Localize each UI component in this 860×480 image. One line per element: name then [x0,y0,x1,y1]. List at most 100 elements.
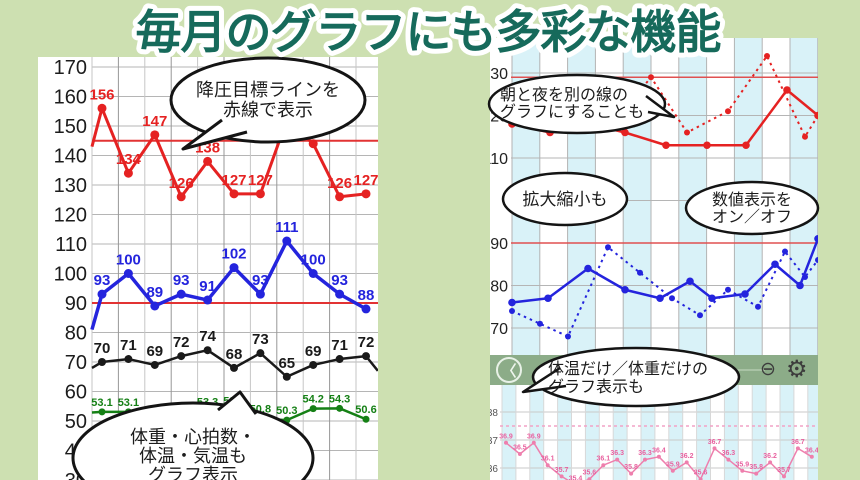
svg-text:60: 60 [65,382,87,404]
svg-text:80: 80 [490,279,508,296]
upper-series-diastolic-solid [508,234,818,307]
svg-text:71: 71 [120,337,137,354]
svg-text:160: 160 [54,87,87,109]
svg-text:50: 50 [65,411,87,433]
svg-text:80: 80 [65,323,87,345]
svg-text:127: 127 [221,172,246,189]
svg-text:70: 70 [65,352,87,374]
bubble-line: 体温だけ／体重だけの [548,361,709,378]
svg-text:120: 120 [54,205,87,227]
svg-text:127: 127 [248,172,273,189]
svg-text:36.9: 36.9 [527,433,541,440]
svg-text:36.1: 36.1 [596,456,610,463]
zoom-out-icon[interactable]: ⊖ [760,359,776,380]
speech-bubble-zoom [501,171,629,227]
svg-text:35.7: 35.7 [555,467,569,474]
svg-text:147: 147 [142,113,167,130]
svg-text:35.6: 35.6 [694,470,708,477]
svg-text:35.8: 35.8 [749,464,763,471]
svg-text:91: 91 [199,278,216,295]
upper-series-diastolic-dotted [509,244,818,340]
bubble-line: 朝と夜を別の線の [500,87,629,104]
svg-text:127: 127 [353,172,378,189]
svg-text:36.2: 36.2 [680,453,694,460]
svg-text:35.7: 35.7 [777,467,791,474]
svg-text:36.7: 36.7 [791,439,805,446]
svg-text:130: 130 [54,175,87,197]
bubble-zoom-text: 拡大縮小も [505,191,625,209]
svg-text:35.9: 35.9 [666,461,680,468]
svg-text:68: 68 [226,346,243,363]
svg-text:156: 156 [89,86,114,103]
svg-text:35.4: 35.4 [569,475,583,480]
svg-text:126: 126 [327,175,352,192]
svg-text:126: 126 [169,175,194,192]
svg-text:69: 69 [146,343,163,360]
settings-gear-icon[interactable]: ⚙ [786,356,808,383]
svg-text:54.3: 54.3 [329,393,350,405]
svg-text:50.3: 50.3 [276,405,297,417]
svg-text:35.9: 35.9 [735,461,749,468]
bubble-line: グラフ表示 [148,465,238,480]
page-title-svg: 毎月のグラフにも多彩な機能 [131,1,728,63]
back-button[interactable]: 〈 [496,357,522,383]
svg-text:140: 140 [54,146,87,168]
bubble-single-metric-text: 体温だけ／体重だけの グラフ表示も [548,361,758,397]
svg-text:102: 102 [221,246,246,263]
svg-text:35.6: 35.6 [583,470,597,477]
svg-text:93: 93 [173,272,190,289]
svg-text:37: 37 [487,436,499,447]
svg-text:36.3: 36.3 [722,450,736,457]
svg-text:100: 100 [301,252,326,269]
bubble-line: グラフにすることも [500,104,645,121]
svg-text:74: 74 [199,328,216,345]
bubble-line: 降圧目標ラインを [196,80,340,100]
svg-text:150: 150 [54,116,87,138]
svg-text:50.6: 50.6 [355,404,376,416]
back-chevron-icon: 〈 [501,362,517,380]
svg-text:72: 72 [358,334,375,351]
svg-text:53.1: 53.1 [91,397,112,409]
svg-text:93: 93 [331,272,348,289]
bubble-line: 拡大縮小も [522,190,608,209]
svg-text:90: 90 [490,236,508,253]
svg-text:38: 38 [487,408,499,419]
bubble-line: 体温・気温も [139,446,247,466]
bubble-line: グラフ表示も [548,379,645,396]
svg-text:53.1: 53.1 [118,397,139,409]
speech-bubble-target-line [169,56,367,151]
svg-text:36.2: 36.2 [763,453,777,460]
svg-text:93: 93 [252,272,269,289]
svg-text:110: 110 [55,234,87,256]
svg-text:36.1: 36.1 [541,456,555,463]
temperature-series: 36.936.536.936.135.735.435.636.136.335.8… [499,433,819,480]
svg-text:89: 89 [146,284,163,301]
left-series-pulse: 70 71 69 72 74 68 73 65 69 71 72 [91,328,378,381]
svg-text:36.3: 36.3 [638,450,652,457]
svg-text:36: 36 [487,464,499,475]
svg-text:36.4: 36.4 [652,447,666,454]
svg-text:65: 65 [278,355,295,372]
svg-text:36.7: 36.7 [708,439,722,446]
speech-bubble-single-metric [521,346,741,408]
svg-text:72: 72 [173,334,190,351]
svg-text:90: 90 [65,293,87,315]
bubble-line: オン／オフ [711,209,792,226]
bubble-morning-night-text: 朝と夜を別の線の グラフにすることも [500,87,670,121]
svg-text:73: 73 [252,331,269,348]
svg-text:111: 111 [275,219,298,236]
svg-text:100: 100 [54,264,87,286]
svg-text:36.4: 36.4 [805,447,819,454]
bubble-extra-series-text: 体重・心拍数・ 体温・気温も グラフ表示 [77,428,309,480]
svg-text:93: 93 [94,272,111,289]
bubble-numeric-toggle-text: 数値表示を オン／オフ [688,192,816,226]
svg-text:54.2: 54.2 [302,394,323,406]
speech-bubble-morning-night [487,73,676,135]
svg-text:36.9: 36.9 [499,433,513,440]
svg-text:70: 70 [490,321,508,338]
svg-text:110: 110 [482,151,508,168]
svg-text:88: 88 [358,287,375,304]
svg-text:70: 70 [94,340,111,357]
svg-text:36.3: 36.3 [610,450,624,457]
